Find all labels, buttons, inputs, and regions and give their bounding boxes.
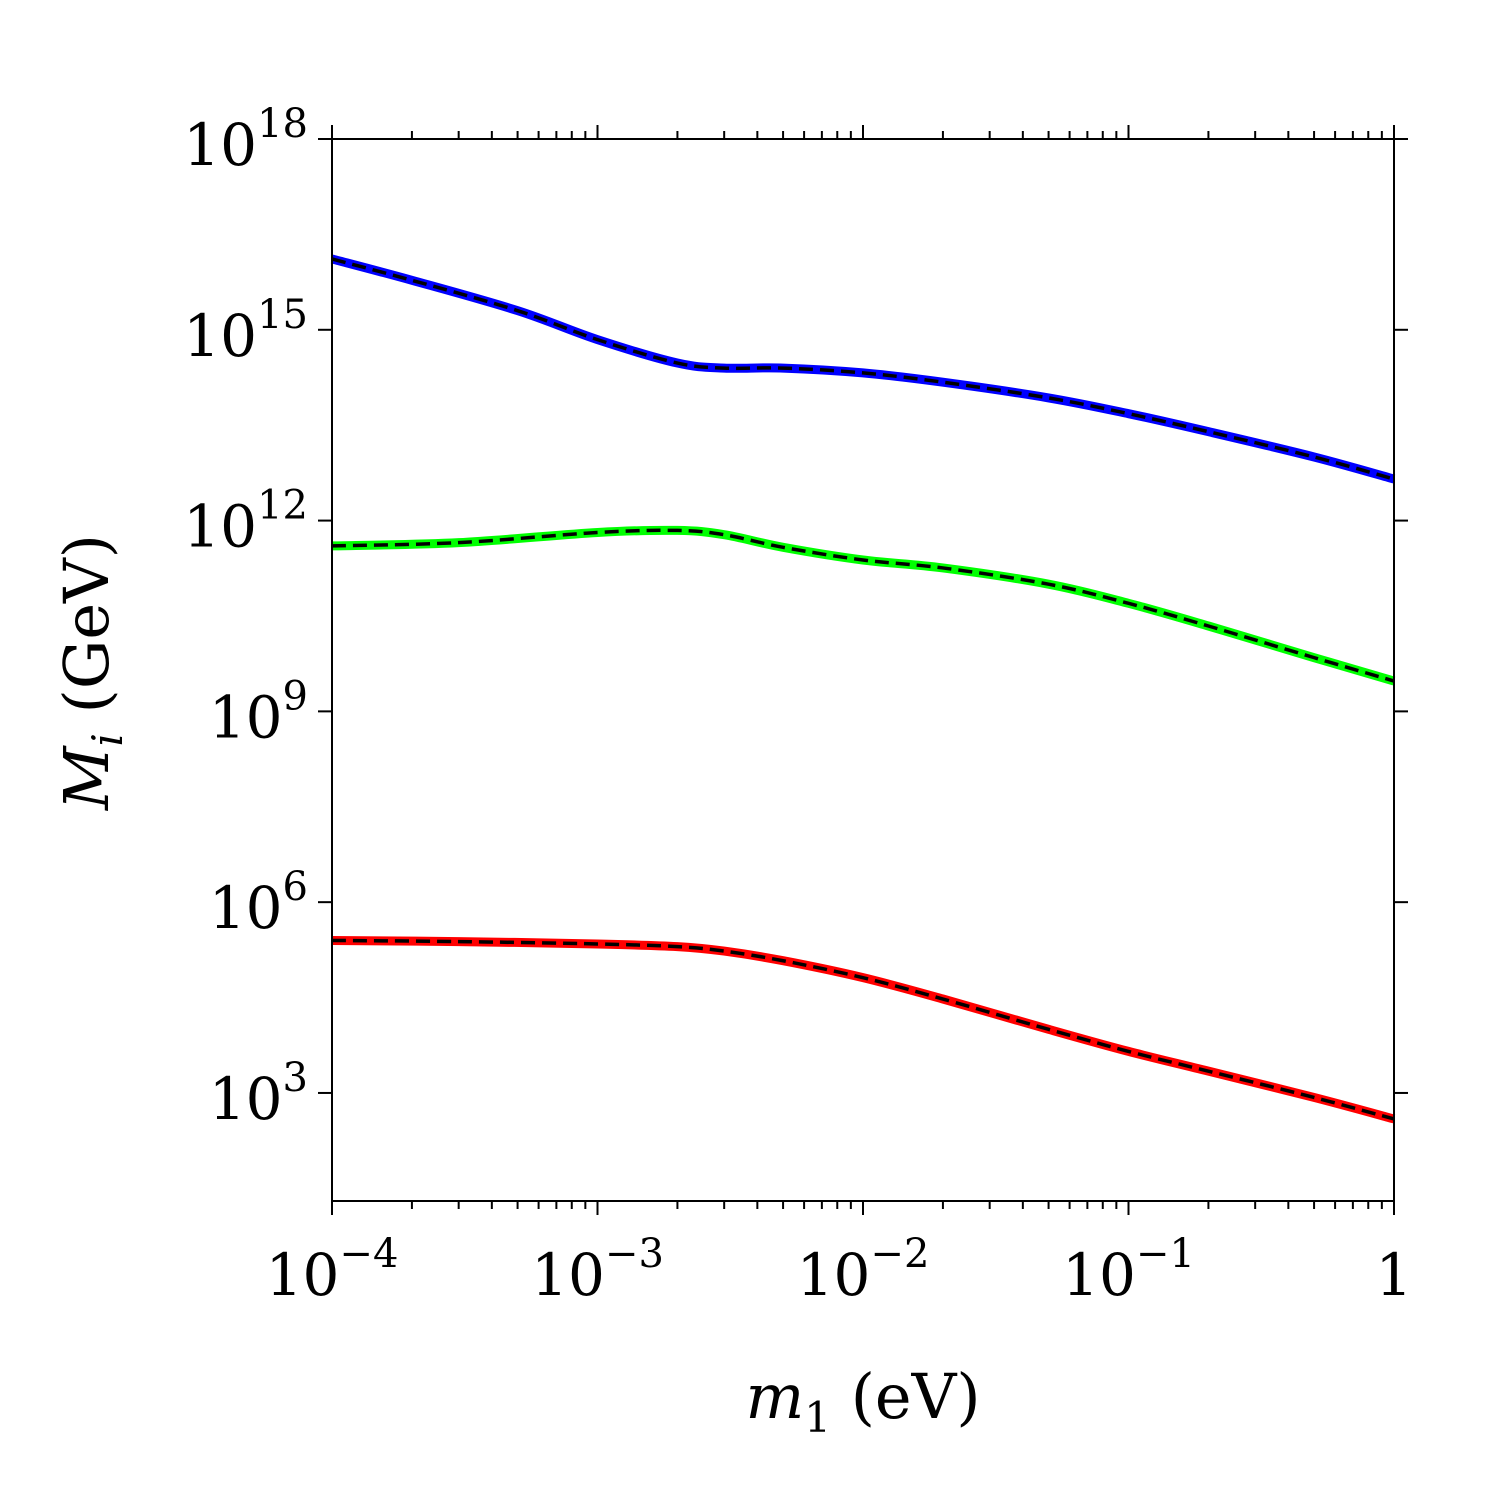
x-axis-label-unit: (eV) — [831, 1360, 981, 1433]
x-tick-label: 10−2 — [797, 1231, 930, 1309]
x-tick-label-exp: −2 — [870, 1231, 929, 1277]
series-line-m1 — [331, 935, 1396, 1124]
y-axis-label-var: M — [50, 745, 123, 811]
series-line-m3 — [330, 254, 1396, 484]
series-m2 — [331, 525, 1396, 686]
y-axis-label-unit: (GeV) — [50, 534, 123, 733]
y-tick-label: 106 — [209, 864, 308, 942]
series-dash-m1 — [331, 938, 1395, 1121]
x-tick-label-base: 10 — [797, 1241, 871, 1309]
x-tick-label-base: 10 — [266, 1241, 340, 1309]
series-m1 — [331, 935, 1396, 1124]
x-tick-label-exp: −4 — [339, 1231, 398, 1277]
series-dash-m3 — [331, 257, 1395, 481]
x-axis-label-var: m — [745, 1360, 804, 1433]
y-tick-label-exp: 15 — [257, 292, 308, 338]
x-tick-label: 10−1 — [1062, 1231, 1195, 1309]
x-tick-label-base: 1 — [1376, 1241, 1413, 1309]
x-tick-label: 10−3 — [531, 1231, 664, 1309]
y-tick-label: 1012 — [183, 483, 308, 561]
y-tick-label-exp: 18 — [257, 101, 308, 147]
y-tick-label-exp: 6 — [283, 864, 308, 910]
series-layer — [330, 254, 1396, 1124]
y-tick-label-exp: 9 — [283, 673, 308, 719]
y-tick-label-base: 10 — [183, 111, 257, 179]
y-tick-label-base: 10 — [209, 1065, 283, 1133]
y-axis-label-sub: i — [83, 733, 132, 746]
x-tick-label-base: 10 — [531, 1241, 605, 1309]
x-tick-label-base: 10 — [1062, 1241, 1136, 1309]
y-tick-label: 1018 — [183, 101, 308, 179]
y-tick-label-base: 10 — [183, 493, 257, 561]
series-m3 — [330, 254, 1396, 484]
y-tick-label: 1015 — [183, 292, 308, 370]
tick-layer — [318, 125, 1408, 1215]
y-tick-label-exp: 12 — [257, 483, 308, 529]
y-tick-label: 103 — [209, 1055, 308, 1133]
x-tick-label-exp: −1 — [1136, 1231, 1195, 1277]
x-axis-label: m1 (eV) — [745, 1360, 980, 1442]
plot-frame — [331, 138, 1395, 1202]
x-tick-label: 1 — [1376, 1241, 1413, 1309]
y-tick-label-base: 10 — [209, 874, 283, 942]
y-tick-label-base: 10 — [183, 302, 257, 370]
y-tick-label-base: 10 — [209, 683, 283, 751]
y-tick-label: 109 — [209, 673, 308, 751]
series-dash-m2 — [331, 528, 1395, 683]
x-axis-label-sub: 1 — [804, 1393, 831, 1442]
x-tick-label: 10−4 — [266, 1231, 399, 1309]
series-line-m2 — [331, 525, 1396, 686]
y-tick-label-exp: 3 — [283, 1055, 308, 1101]
x-tick-label-exp: −3 — [605, 1231, 664, 1277]
y-axis-label: Mi (GeV) — [50, 534, 132, 811]
